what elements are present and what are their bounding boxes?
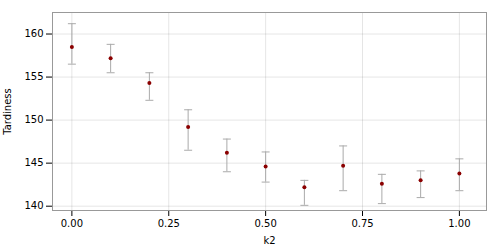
- svg-text:160: 160: [24, 28, 43, 39]
- svg-text:0.00: 0.00: [61, 218, 83, 229]
- svg-text:145: 145: [24, 157, 43, 168]
- svg-text:150: 150: [24, 114, 43, 125]
- svg-text:155: 155: [24, 71, 43, 82]
- svg-text:140: 140: [24, 200, 43, 211]
- svg-text:k2: k2: [263, 235, 275, 246]
- svg-text:1.00: 1.00: [448, 218, 470, 229]
- svg-text:Tardiness: Tardiness: [2, 88, 13, 136]
- svg-text:0.75: 0.75: [351, 218, 373, 229]
- svg-text:0.25: 0.25: [158, 218, 180, 229]
- svg-text:0.50: 0.50: [254, 218, 276, 229]
